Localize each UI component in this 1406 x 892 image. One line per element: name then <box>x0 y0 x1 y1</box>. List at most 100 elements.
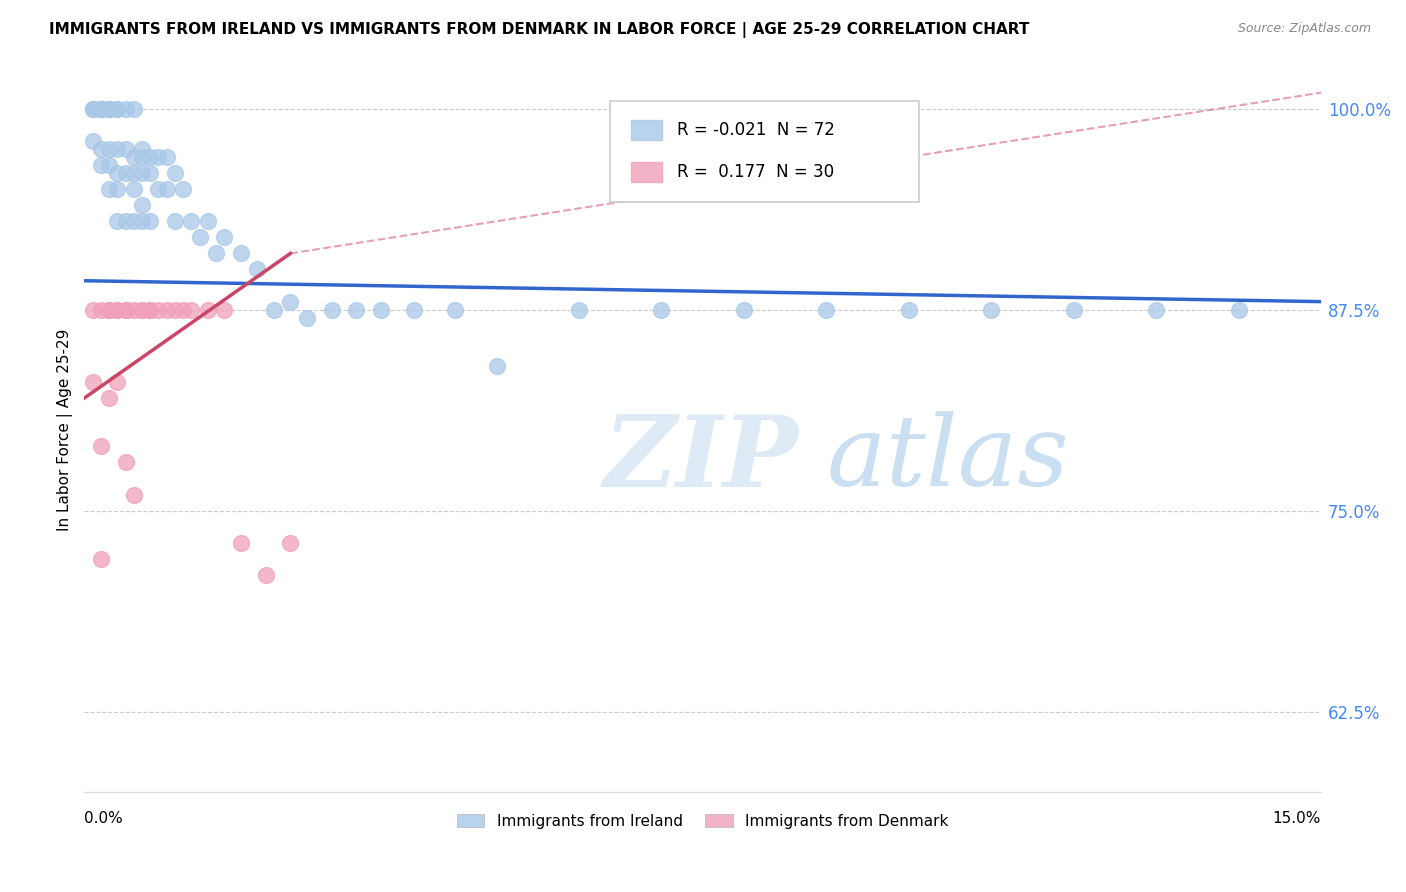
Point <box>90 158 112 172</box>
Point <box>263 302 285 317</box>
Point <box>815 302 838 317</box>
Point <box>98 142 121 156</box>
Point <box>114 455 136 469</box>
Point <box>139 166 162 180</box>
Point <box>229 246 252 260</box>
Point <box>105 102 128 116</box>
Text: 0.0%: 0.0% <box>84 811 124 826</box>
Point <box>105 142 128 156</box>
Point <box>131 142 153 156</box>
Point <box>156 302 179 317</box>
Point <box>980 302 1002 317</box>
Point <box>229 535 252 549</box>
Point <box>156 150 179 164</box>
Point <box>98 102 121 116</box>
Text: Source: ZipAtlas.com: Source: ZipAtlas.com <box>1237 22 1371 36</box>
FancyBboxPatch shape <box>610 101 920 202</box>
Point <box>897 302 920 317</box>
Legend: Immigrants from Ireland, Immigrants from Denmark: Immigrants from Ireland, Immigrants from… <box>451 807 955 835</box>
Point <box>444 302 467 317</box>
Point <box>90 102 112 116</box>
Text: ZIP: ZIP <box>603 411 799 508</box>
Point <box>122 150 145 164</box>
Point <box>90 302 112 317</box>
Point <box>105 214 128 228</box>
Point <box>148 182 170 196</box>
Point <box>122 214 145 228</box>
Point <box>139 302 162 317</box>
Point <box>156 182 179 196</box>
Point <box>90 552 112 566</box>
Point <box>114 302 136 317</box>
Point <box>1144 302 1167 317</box>
Point <box>404 302 426 317</box>
Point <box>131 214 153 228</box>
Point <box>139 302 162 317</box>
Point <box>131 166 153 180</box>
Point <box>148 302 170 317</box>
Point <box>214 302 236 317</box>
Point <box>98 158 121 172</box>
Point <box>98 102 121 116</box>
Point <box>280 294 302 309</box>
Point <box>205 246 228 260</box>
Point <box>105 102 128 116</box>
Point <box>114 102 136 116</box>
Y-axis label: In Labor Force | Age 25-29: In Labor Force | Age 25-29 <box>58 329 73 532</box>
Point <box>188 230 211 244</box>
Point <box>163 214 186 228</box>
Text: R = -0.021  N = 72: R = -0.021 N = 72 <box>676 121 835 139</box>
Point <box>82 302 104 317</box>
Point <box>139 214 162 228</box>
Point <box>82 134 104 148</box>
Point <box>172 182 194 196</box>
Point <box>82 102 104 116</box>
Point <box>105 375 128 389</box>
Point <box>98 182 121 196</box>
Point <box>131 150 153 164</box>
Point <box>197 214 219 228</box>
Point <box>105 166 128 180</box>
Point <box>90 102 112 116</box>
Text: R =  0.177  N = 30: R = 0.177 N = 30 <box>676 162 834 181</box>
Point <box>114 142 136 156</box>
Point <box>131 302 153 317</box>
Point <box>568 302 591 317</box>
Point <box>105 302 128 317</box>
Point <box>197 302 219 317</box>
Point <box>98 102 121 116</box>
Point <box>98 302 121 317</box>
Point <box>90 439 112 453</box>
Point <box>180 302 202 317</box>
Point <box>122 302 145 317</box>
Point <box>246 262 269 277</box>
Point <box>90 102 112 116</box>
Point <box>90 102 112 116</box>
Point <box>114 166 136 180</box>
Point <box>98 302 121 317</box>
FancyBboxPatch shape <box>631 161 662 182</box>
Point <box>98 102 121 116</box>
Point <box>214 230 236 244</box>
Point <box>90 142 112 156</box>
Point <box>122 182 145 196</box>
Point <box>82 375 104 389</box>
Point <box>485 359 508 373</box>
Point <box>370 302 392 317</box>
Point <box>98 391 121 405</box>
Point <box>280 535 302 549</box>
Point <box>733 302 755 317</box>
Text: IMMIGRANTS FROM IRELAND VS IMMIGRANTS FROM DENMARK IN LABOR FORCE | AGE 25-29 CO: IMMIGRANTS FROM IRELAND VS IMMIGRANTS FR… <box>49 22 1029 38</box>
Point <box>82 102 104 116</box>
Point <box>254 568 277 582</box>
Text: atlas: atlas <box>827 411 1069 507</box>
Point <box>131 302 153 317</box>
Point <box>1227 302 1250 317</box>
Point <box>139 150 162 164</box>
Point <box>172 302 194 317</box>
FancyBboxPatch shape <box>631 120 662 140</box>
Point <box>131 198 153 212</box>
Point <box>163 166 186 180</box>
Point <box>148 150 170 164</box>
Point <box>114 302 136 317</box>
